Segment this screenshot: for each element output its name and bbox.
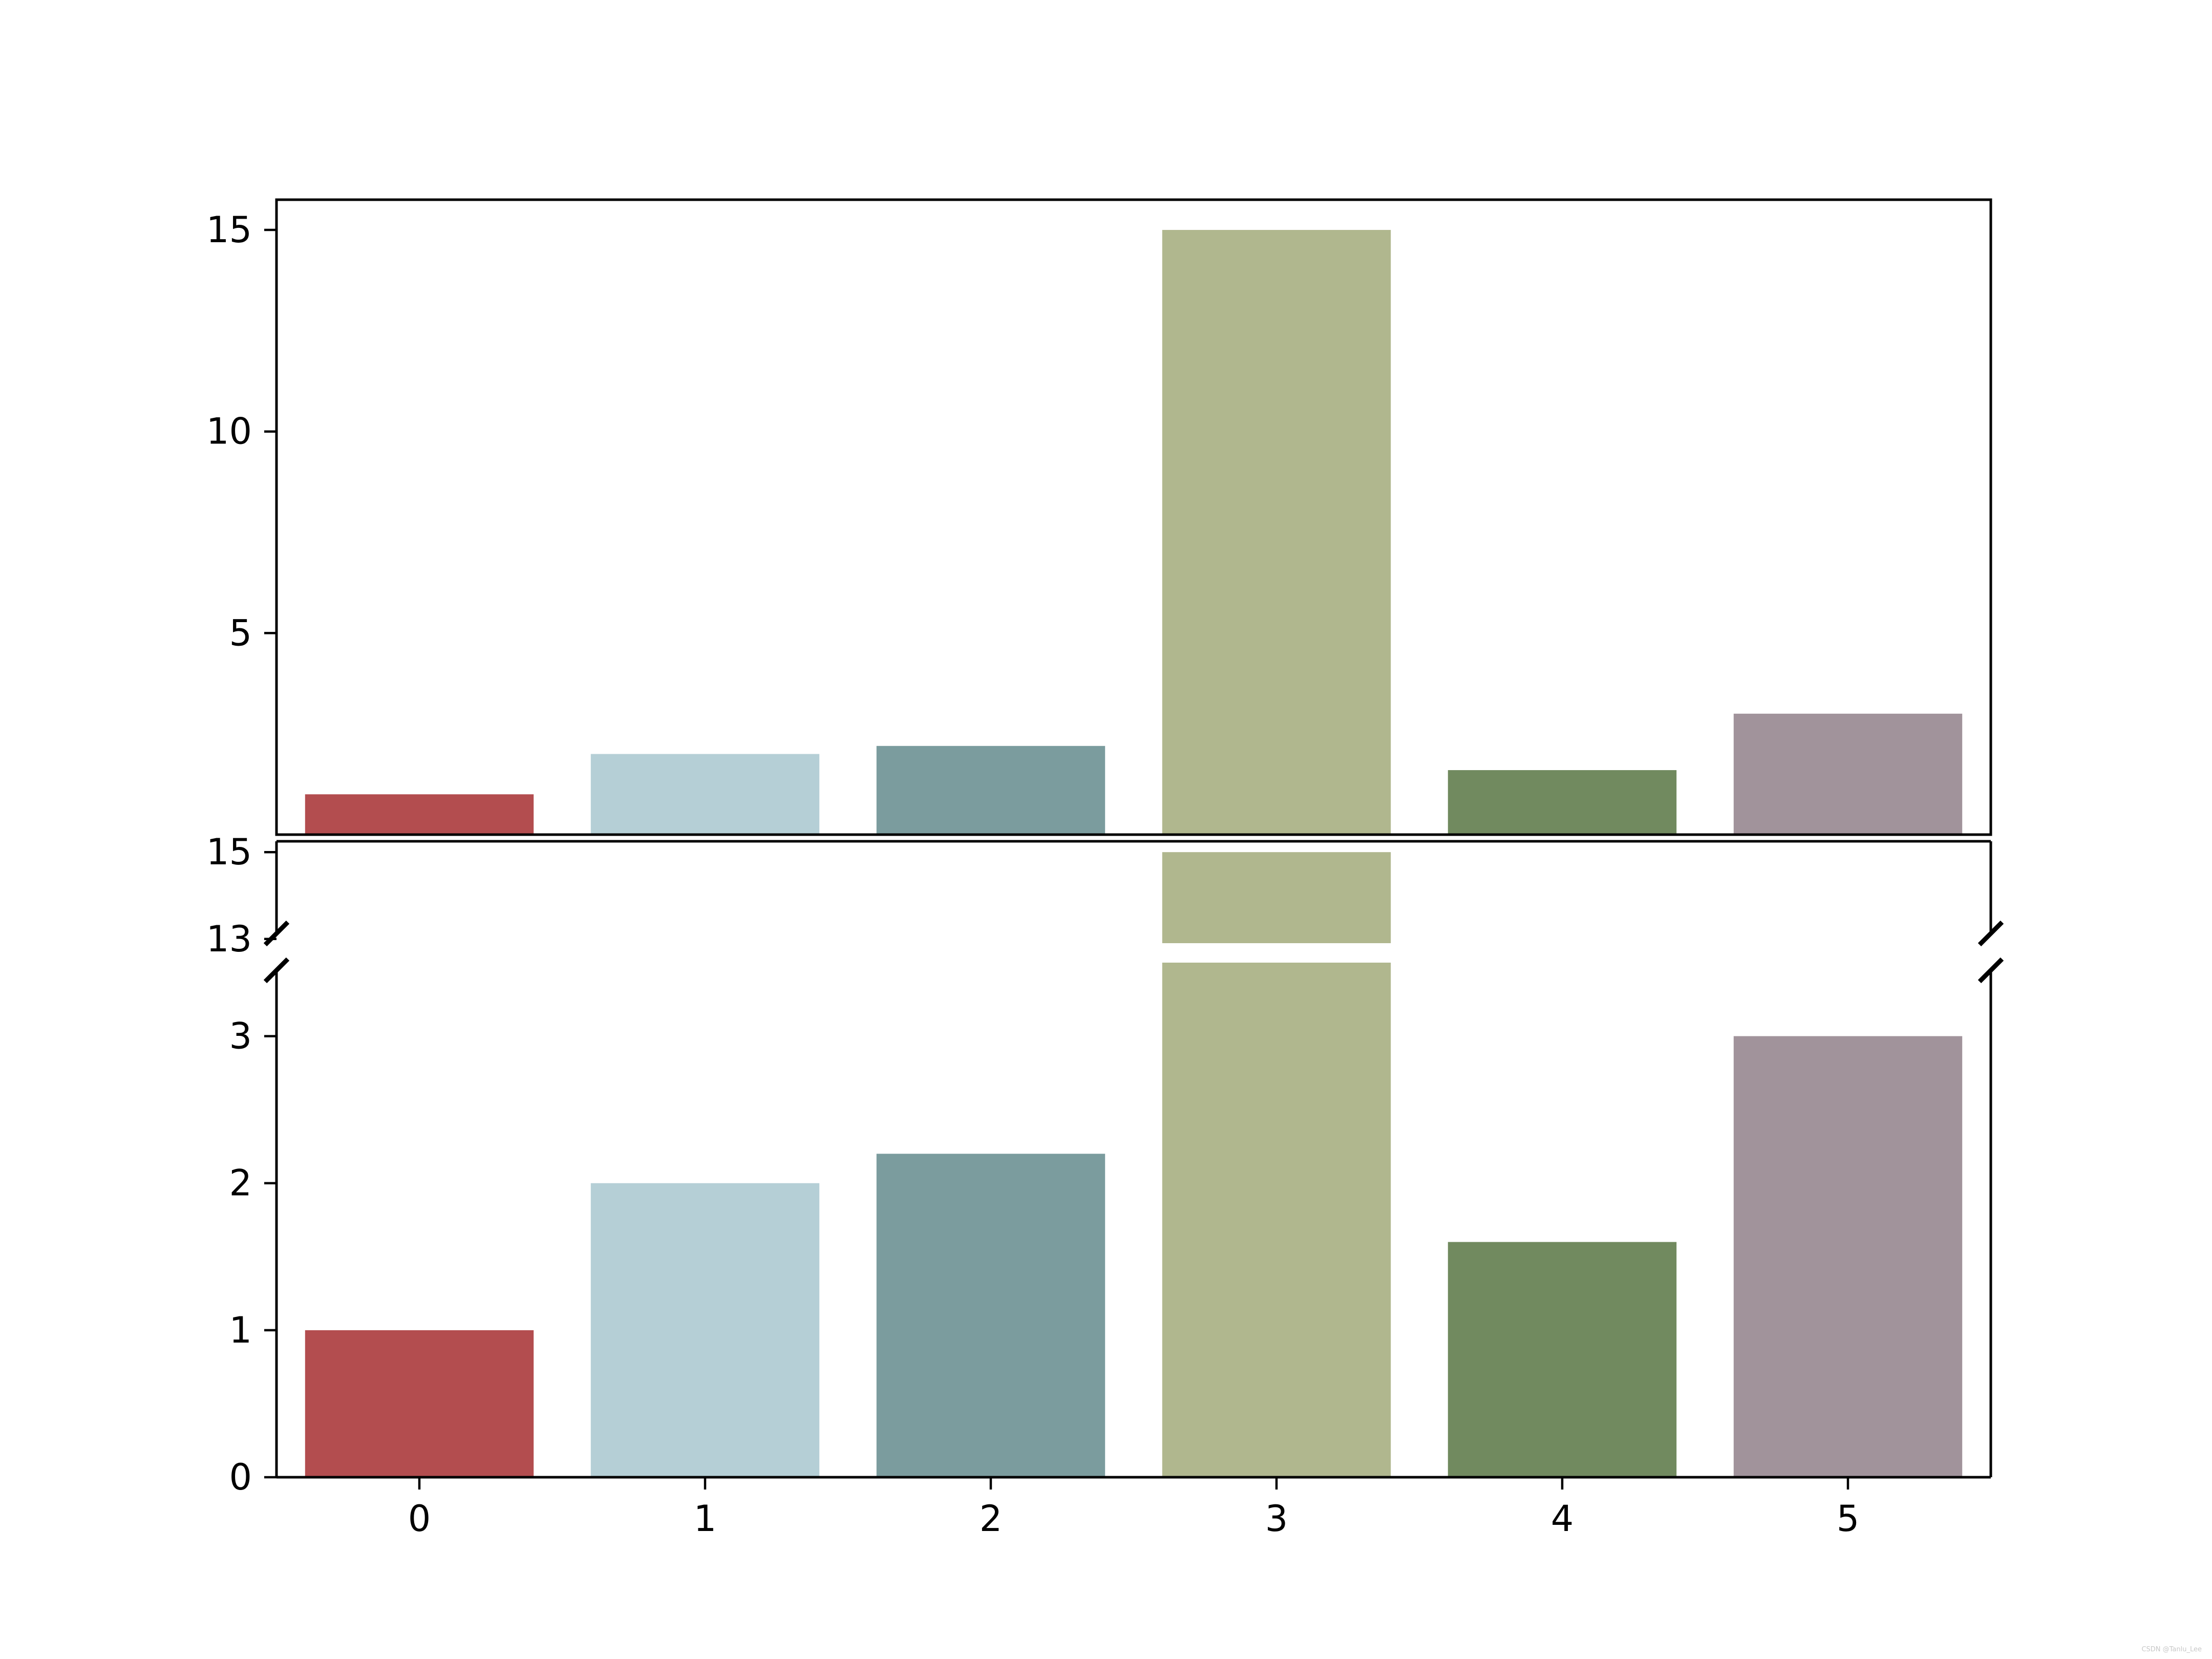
bottom-ytick-label: 2 <box>229 1162 252 1204</box>
top-bar-5 <box>1733 713 1963 835</box>
bottom-xtick-label: 1 <box>694 1498 717 1540</box>
top-axes-frame <box>275 198 1992 836</box>
bottom-bars <box>305 852 1963 1477</box>
bottom-bar-4 <box>1448 1242 1677 1477</box>
bottom-chart-panel: 0 1 2 3 13 15 0 1 2 3 4 5 <box>206 831 2004 1540</box>
break-slash <box>263 920 290 947</box>
top-bar-0 <box>305 794 534 835</box>
top-bar-3 <box>1162 230 1391 835</box>
top-chart-panel: 5 10 15 <box>206 198 1992 836</box>
break-slash <box>1977 957 2004 984</box>
bottom-bar-3-upper <box>1162 852 1391 943</box>
bottom-bar-1 <box>590 1183 820 1477</box>
bottom-ytick-label: 0 <box>229 1456 252 1498</box>
top-y-axis: 5 10 15 <box>206 209 276 654</box>
bottom-xtick-label: 5 <box>1837 1498 1860 1540</box>
bottom-bar-5 <box>1733 1036 1963 1477</box>
top-bar-4 <box>1448 770 1677 835</box>
top-ytick-label: 10 <box>206 411 252 453</box>
watermark: CSDN @Tanlu_Lee <box>2141 1646 2202 1653</box>
bottom-bar-0 <box>305 1330 534 1477</box>
bottom-xtick-label: 3 <box>1265 1498 1288 1540</box>
bottom-axes-frame <box>275 840 1992 1479</box>
break-slash <box>1977 920 2004 947</box>
bottom-xtick-label: 0 <box>408 1498 431 1540</box>
axis-break-marks <box>263 920 2004 984</box>
bottom-ytick-label: 13 <box>206 918 252 960</box>
break-slash <box>263 957 290 984</box>
bottom-x-axis: 0 1 2 3 4 5 <box>408 1477 1860 1540</box>
top-bar-1 <box>590 754 820 835</box>
bottom-bar-3 <box>1162 963 1391 1477</box>
top-bar-2 <box>876 746 1105 835</box>
bottom-xtick-label: 4 <box>1551 1498 1574 1540</box>
bottom-ytick-label: 1 <box>229 1309 252 1351</box>
top-ytick-label: 5 <box>229 612 252 654</box>
bottom-ytick-label: 3 <box>229 1015 252 1057</box>
bottom-bar-2 <box>876 1154 1105 1477</box>
bottom-y-axis: 0 1 2 3 13 15 <box>206 831 276 1498</box>
top-bars <box>305 230 1963 835</box>
top-ytick-label: 15 <box>206 209 252 251</box>
bottom-ytick-label: 15 <box>206 831 252 873</box>
bottom-xtick-label: 2 <box>980 1498 1003 1540</box>
